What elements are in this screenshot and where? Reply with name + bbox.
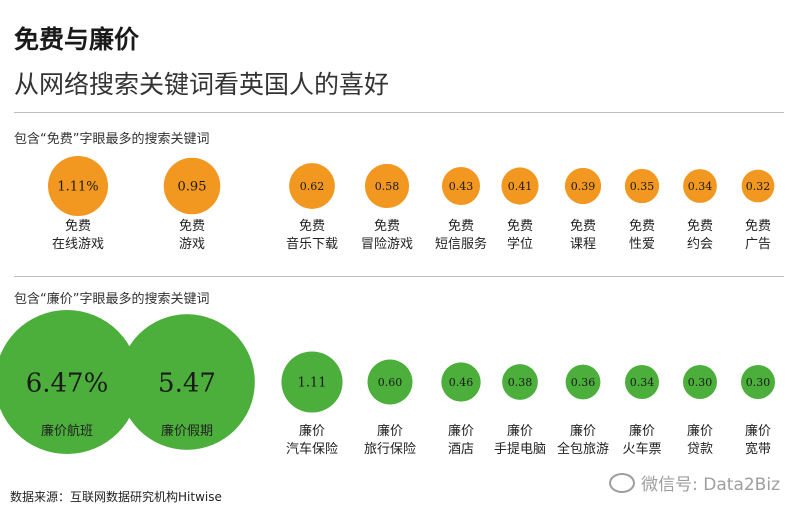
cheap-value-label: 0.60	[378, 376, 403, 389]
cheap-bubble	[625, 365, 659, 399]
free-value-label: 0.34	[688, 180, 713, 193]
cheap-bubble	[565, 364, 601, 400]
free-bubble	[683, 169, 717, 203]
source-note: 数据来源：互联网数据研究机构Hitwise	[10, 490, 222, 504]
free-bubble	[624, 168, 660, 204]
cheap-section-title: 包含“廉价”字眼最多的搜索关键词	[14, 292, 210, 307]
cheap-category-label: 廉价	[507, 423, 533, 439]
free-category-label: 免费	[65, 219, 91, 234]
free-value-label: 0.39	[571, 180, 596, 193]
cheap-bubble	[741, 365, 775, 399]
cheap-value-label: 0.36	[571, 376, 596, 389]
divider-middle	[14, 276, 784, 277]
cheap-bubble	[281, 351, 343, 413]
cheap-category-label: 廉价	[570, 423, 596, 439]
free-value-label: 1.11%	[57, 180, 98, 195]
watermark: 微信号: Data2Biz	[609, 470, 780, 495]
free-category-label: 免费	[299, 219, 325, 234]
free-category-label: 免费	[448, 219, 474, 234]
free-bubble	[741, 169, 775, 203]
cheap-category-label: 廉价	[629, 423, 655, 439]
free-bubble	[289, 163, 335, 209]
free-category-label: 广告	[745, 237, 771, 252]
cheap-category-label: 宽带	[745, 441, 771, 457]
cheap-category-label: 廉价	[448, 423, 474, 439]
cheap-category-label: 旅行保险	[364, 442, 416, 457]
cheap-category-label: 全包旅游	[557, 441, 609, 457]
cheap-category-label: 廉价	[745, 423, 771, 439]
free-value-label: 0.32	[746, 180, 771, 193]
wechat-icon	[609, 473, 636, 493]
page-subtitle: 从网络搜索关键词看英国人的喜好	[14, 70, 390, 99]
free-value-label: 0.62	[300, 180, 325, 193]
free-bubble	[364, 163, 410, 209]
cheap-category-label: 廉价	[299, 423, 325, 439]
free-bubble	[564, 167, 602, 205]
cheap-category-label: 廉价	[377, 423, 403, 439]
free-category-label: 免费	[179, 219, 205, 234]
free-category-label: 免费	[629, 219, 655, 234]
cheap-category-label: 廉价假期	[161, 423, 213, 439]
cheap-bubble	[441, 362, 481, 402]
free-category-label: 免费	[745, 219, 771, 234]
divider-top	[14, 112, 784, 113]
free-category-label: 免费	[507, 219, 533, 234]
free-category-label: 在线游戏	[52, 237, 104, 252]
cheap-value-label: 0.46	[449, 376, 474, 389]
free-category-label: 冒险游戏	[361, 237, 413, 252]
cheap-bubble	[683, 365, 717, 399]
watermark-text: 微信号: Data2Biz	[641, 475, 780, 495]
free-value-label: 0.43	[449, 180, 474, 193]
free-category-label: 性爱	[629, 237, 655, 252]
free-bubble	[441, 166, 481, 206]
free-section-title: 包含“免费”字眼最多的搜索关键词	[14, 132, 210, 147]
free-value-label: 0.35	[630, 180, 655, 193]
free-bubble	[163, 157, 221, 215]
cheap-category-label: 酒店	[448, 442, 474, 457]
cheap-category-label: 廉价航班	[41, 423, 93, 439]
free-category-label: 约会	[687, 237, 713, 252]
free-category-label: 学位	[507, 236, 533, 252]
cheap-value-label: 1.11	[298, 376, 327, 391]
cheap-value-label: 0.30	[746, 376, 771, 389]
page-title: 免费与廉价	[14, 25, 140, 54]
cheap-value-label: 5.47	[158, 368, 216, 398]
free-value-label: 0.95	[178, 180, 207, 195]
free-category-label: 短信服务	[435, 236, 487, 252]
free-category-label: 课程	[570, 237, 596, 252]
cheap-bubble	[502, 364, 538, 400]
cheap-bubble	[0, 310, 139, 454]
free-bubble	[48, 156, 108, 216]
free-category-label: 音乐下载	[286, 236, 338, 252]
cheap-value-label: 0.30	[688, 376, 713, 389]
free-category-label: 免费	[570, 219, 596, 234]
cheap-value-label: 6.47%	[26, 368, 109, 398]
free-bubble	[501, 167, 539, 205]
cheap-category-label: 汽车保险	[286, 441, 338, 457]
free-category-label: 免费	[374, 219, 400, 234]
cheap-category-label: 手提电脑	[494, 441, 546, 457]
cheap-bubble	[367, 359, 413, 405]
cheap-value-label: 0.38	[508, 376, 533, 389]
cheap-category-label: 贷款	[687, 442, 713, 457]
cheap-category-label: 廉价	[687, 423, 713, 439]
cheap-bubble	[119, 314, 255, 450]
free-category-label: 游戏	[179, 237, 205, 252]
free-category-label: 免费	[687, 219, 713, 234]
cheap-value-label: 0.34	[630, 376, 655, 389]
free-value-label: 0.58	[375, 180, 400, 193]
cheap-category-label: 火车票	[622, 441, 661, 457]
free-value-label: 0.41	[508, 180, 533, 193]
